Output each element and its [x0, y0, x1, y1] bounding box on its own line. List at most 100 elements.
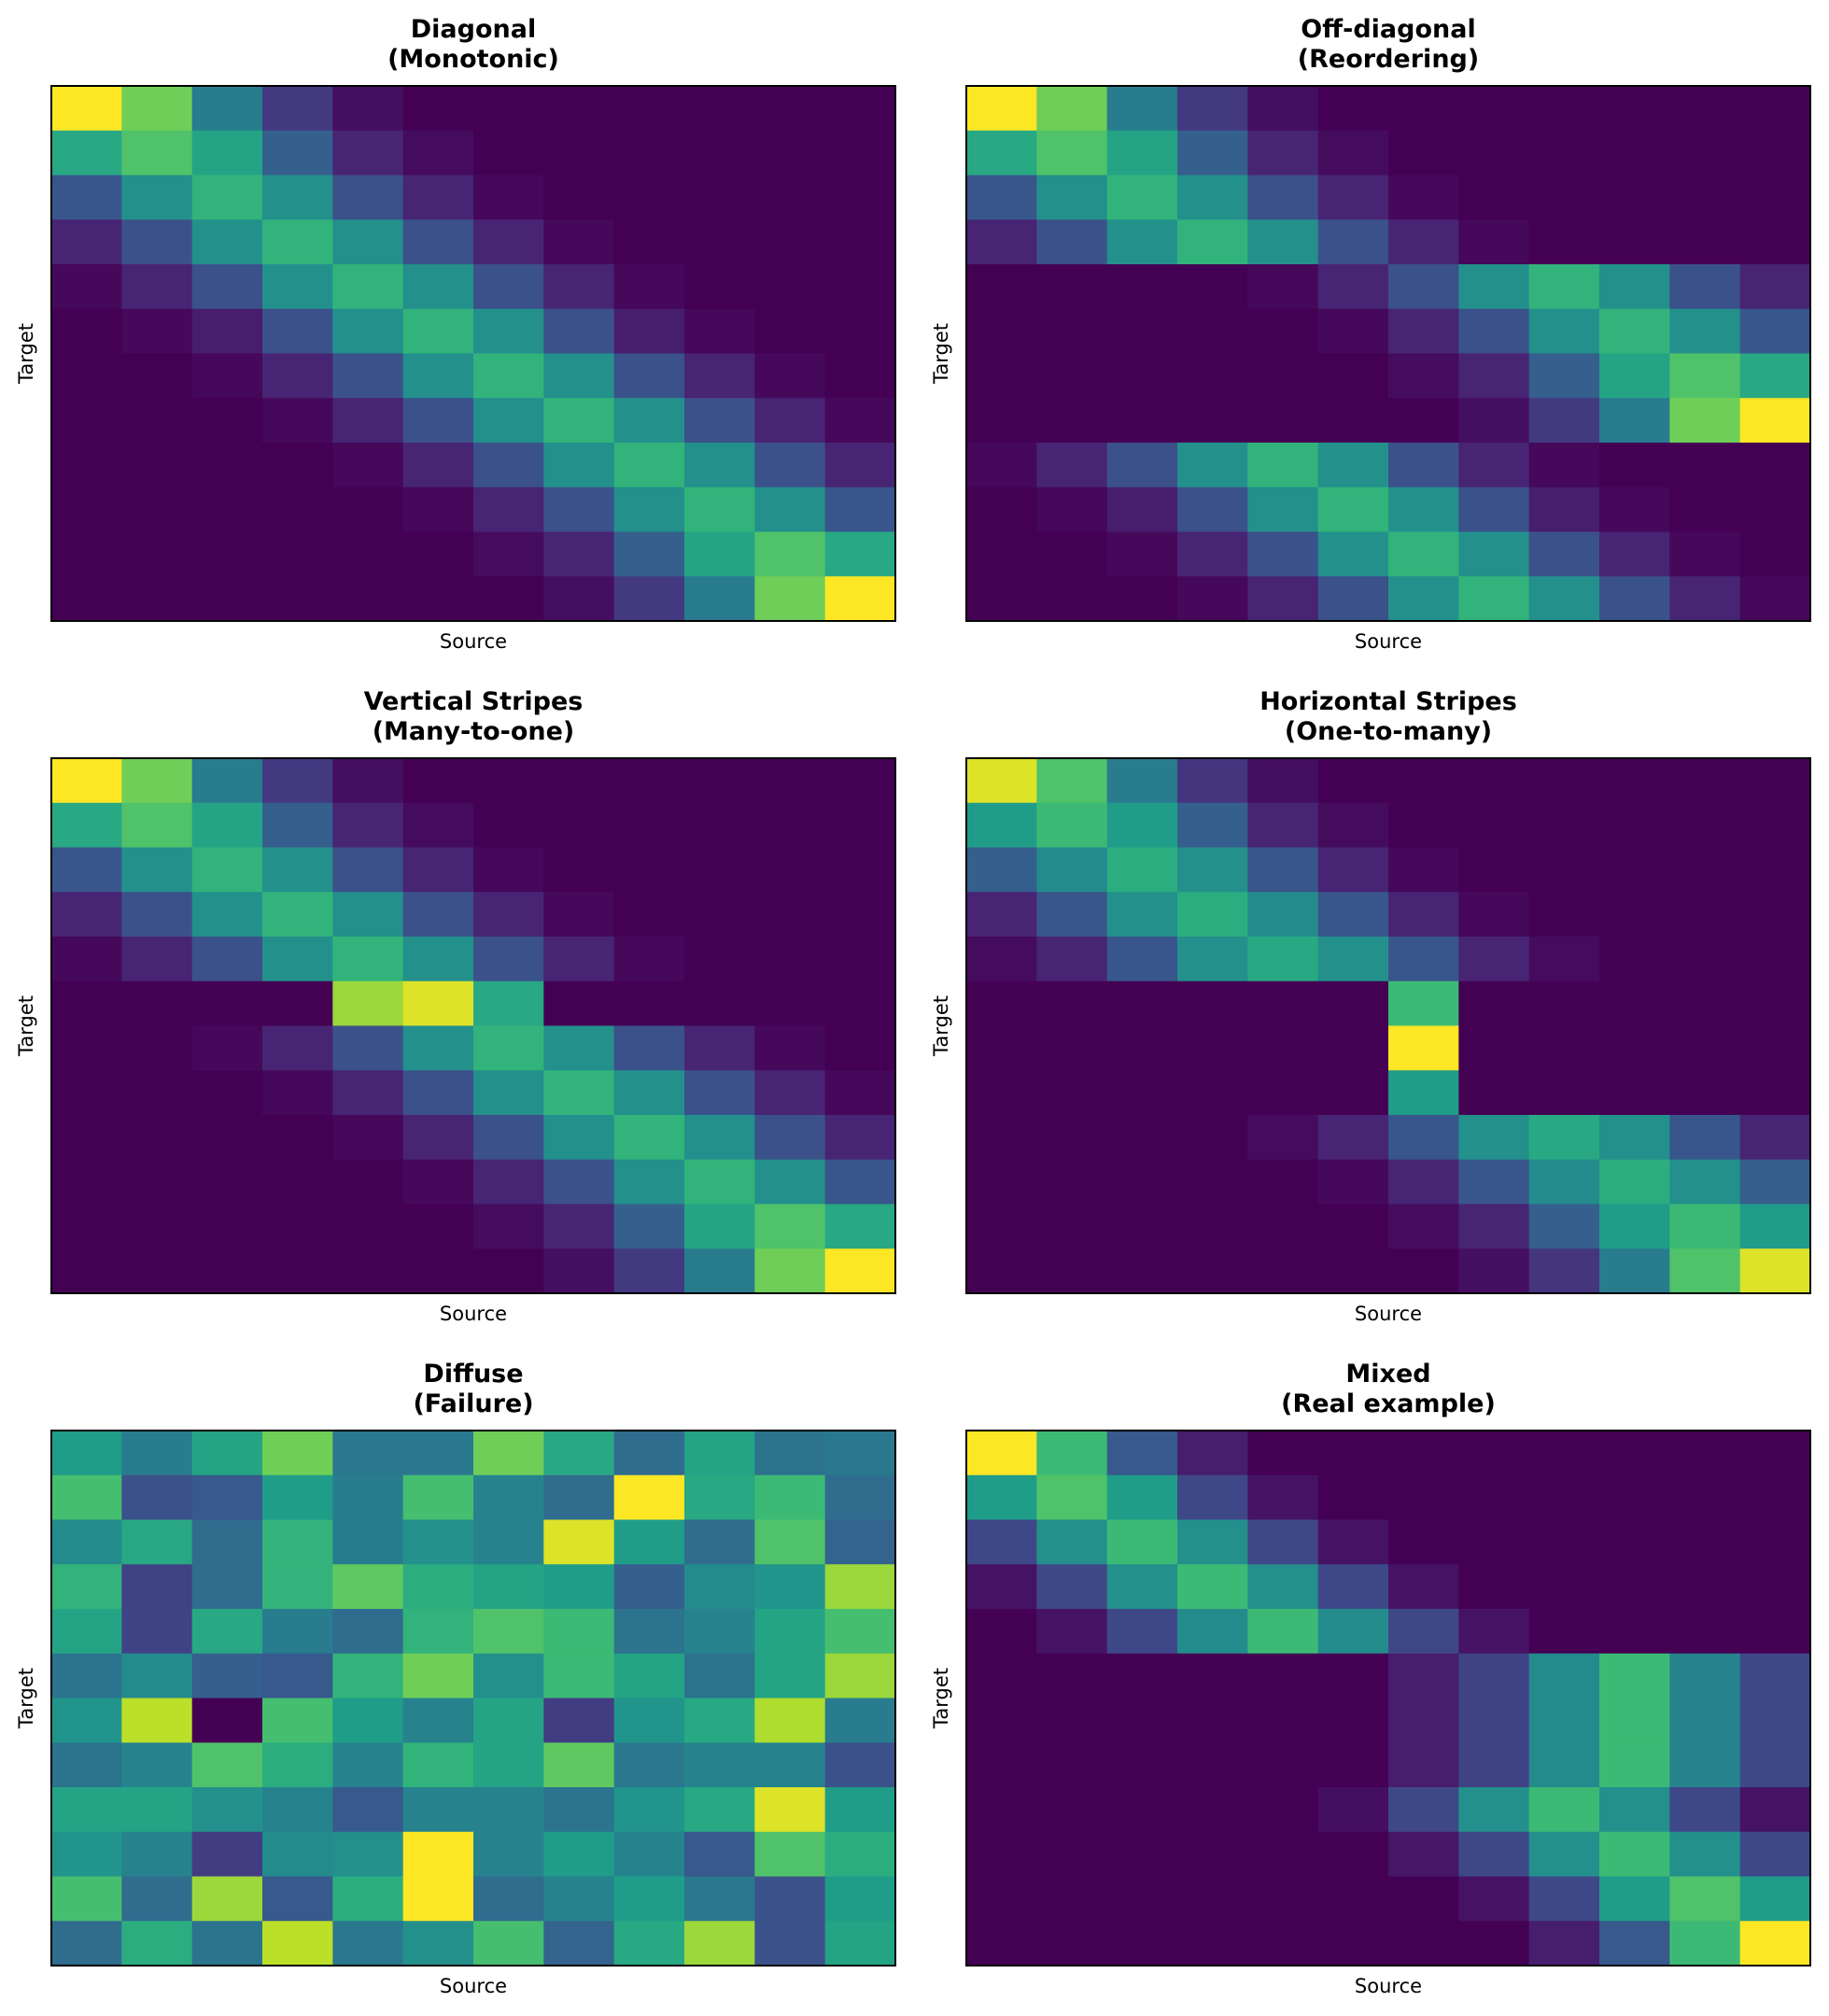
heatmap-cell — [1599, 1876, 1670, 1922]
heatmap-cell — [332, 802, 404, 849]
heatmap-cell — [51, 980, 122, 1027]
heatmap-cell — [1458, 1653, 1530, 1699]
heatmap-cell — [1599, 892, 1670, 938]
heatmap-cell — [121, 443, 193, 488]
heatmap-cell — [613, 1564, 685, 1610]
heatmap-cell — [754, 1115, 826, 1161]
heatmap-cell — [1247, 1248, 1319, 1294]
heatmap-cell — [543, 937, 615, 982]
heatmap-cell — [121, 1787, 193, 1833]
heatmap-cell — [1599, 1831, 1670, 1878]
heatmap-cell — [51, 847, 122, 893]
heatmap-cell — [1388, 1698, 1459, 1743]
heatmap-cell — [824, 175, 896, 220]
heatmap-cell — [824, 308, 896, 355]
heatmap-cell — [1388, 802, 1459, 849]
heatmap-cell — [1177, 1025, 1248, 1071]
heatmap-cell — [1106, 219, 1178, 265]
heatmap-cell — [613, 1519, 685, 1565]
heatmap-cell — [1036, 1474, 1108, 1521]
heatmap-cell — [824, 1070, 896, 1116]
heatmap-cell — [543, 576, 615, 622]
heatmap-cell — [1036, 576, 1108, 622]
heatmap-cell — [51, 1431, 122, 1476]
heatmap-cell — [1247, 937, 1319, 982]
heatmap-cell — [191, 1831, 263, 1878]
heatmap-cell — [1247, 1609, 1319, 1655]
heatmap-cell — [613, 1204, 685, 1249]
heatmap-cell — [1528, 175, 1600, 220]
heatmap-cell — [473, 847, 544, 893]
heatmap-cell — [51, 264, 122, 310]
heatmap-cell — [1036, 1519, 1108, 1565]
heatmap-cell — [684, 1787, 755, 1833]
heatmap-cell — [1317, 1474, 1389, 1521]
heatmap-cell — [191, 1921, 263, 1967]
heatmap-cell — [1177, 1159, 1248, 1205]
heatmap-cell — [1317, 1742, 1389, 1788]
chart-title-line-1: Off-diagonal — [1301, 15, 1475, 44]
heatmap-cell — [543, 980, 615, 1027]
heatmap-cell — [1458, 486, 1530, 533]
heatmap-cell — [121, 1431, 193, 1476]
heatmap-cell — [1106, 443, 1178, 488]
heatmap-cell — [824, 1474, 896, 1521]
heatmap-cell — [1177, 576, 1248, 622]
heatmap-cell — [543, 847, 615, 893]
heatmap-cell — [1458, 219, 1530, 265]
heatmap-cell — [121, 1070, 193, 1116]
heatmap-cell — [332, 486, 404, 533]
heatmap-cell — [473, 937, 544, 982]
heatmap-cell — [1317, 486, 1389, 533]
heatmap-cell — [684, 443, 755, 488]
heatmap-cell — [1599, 175, 1670, 220]
heatmap-cell — [191, 1025, 263, 1071]
heatmap-cell — [684, 86, 755, 132]
heatmap-cell — [543, 1431, 615, 1476]
heatmap-cell — [1388, 1921, 1459, 1967]
heatmap-cell — [1458, 1159, 1530, 1205]
heatmap-cell — [402, 531, 474, 577]
heatmap-cell — [1106, 1115, 1178, 1161]
heatmap-cell — [191, 980, 263, 1027]
heatmap-cell — [262, 937, 333, 982]
heatmap-cell — [754, 86, 826, 132]
heatmap-cell — [824, 1159, 896, 1205]
heatmap-cell — [1458, 1787, 1530, 1833]
heatmap-cell — [332, 1115, 404, 1161]
heatmap-cell — [1528, 847, 1600, 893]
heatmap-cell — [1669, 1609, 1741, 1655]
heatmap-cell — [332, 175, 404, 220]
heatmap-cell — [1458, 892, 1530, 938]
heatmap-cell — [754, 1564, 826, 1610]
heatmap-cell — [1247, 1742, 1319, 1788]
heatmap-cell — [1528, 308, 1600, 355]
heatmap-cell — [966, 1474, 1037, 1521]
heatmap-cell — [473, 1431, 544, 1476]
heatmap-cell — [51, 1831, 122, 1878]
heatmap-cell — [613, 847, 685, 893]
heatmap-cell — [754, 1519, 826, 1565]
heatmap-cell — [262, 531, 333, 577]
heatmap-cell — [1528, 264, 1600, 310]
heatmap-cell — [1599, 219, 1670, 265]
heatmap-cell — [332, 758, 404, 804]
heatmap-cell — [1317, 130, 1389, 176]
heatmap-cell — [1106, 86, 1178, 132]
heatmap-cell — [613, 1787, 685, 1833]
heatmap-cell — [121, 1025, 193, 1071]
heatmap-cell — [1388, 175, 1459, 220]
heatmap-panel-2: Off-diagonal(Reordering) Source Target — [930, 15, 1811, 653]
heatmap-cell — [51, 1876, 122, 1922]
heatmap-cell — [1599, 758, 1670, 804]
heatmap-cell — [332, 531, 404, 577]
heatmap-cell — [966, 1204, 1037, 1249]
heatmap-cell — [1528, 1115, 1600, 1161]
heatmap-cell — [262, 576, 333, 622]
heatmap-cell — [966, 1653, 1037, 1699]
heatmap-cell — [1528, 1519, 1600, 1565]
heatmap-panel-1: Diagonal(Monotonic) Source Target — [15, 15, 896, 653]
heatmap-cell — [332, 1653, 404, 1699]
heatmap-cell — [1317, 398, 1389, 444]
heatmap-cell — [1036, 1025, 1108, 1071]
